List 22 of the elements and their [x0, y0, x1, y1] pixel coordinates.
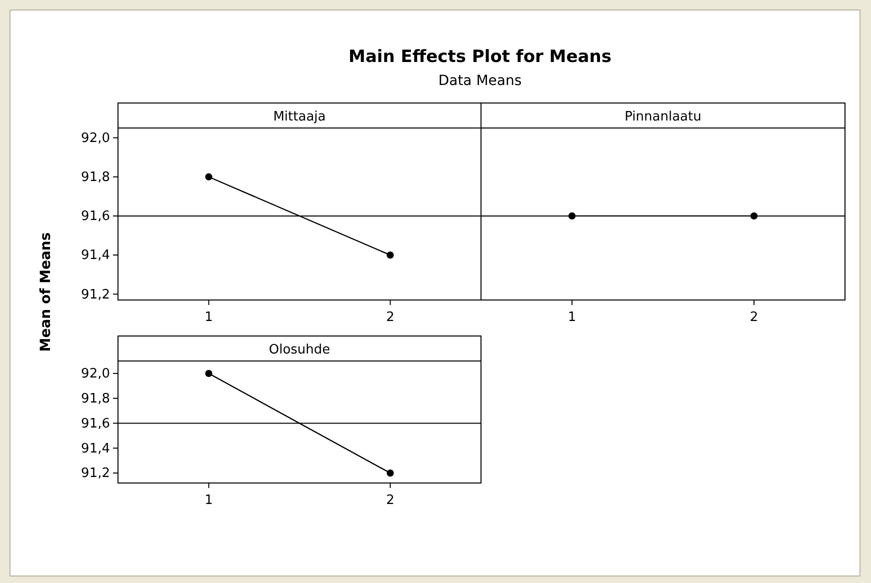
y-tick-label: 91,2 — [81, 287, 110, 302]
y-tick-label: 91,8 — [81, 170, 110, 186]
x-tick-label: 1 — [568, 310, 576, 325]
x-tick-label: 1 — [204, 493, 213, 508]
x-axis-title: Olosuhde — [268, 342, 330, 358]
x-tick-label: 2 — [750, 310, 758, 325]
x-tick-label: 1 — [204, 310, 213, 325]
x-tick-label: 2 — [386, 310, 394, 325]
x-axis-title: Mittaaja — [273, 110, 326, 124]
y-tick-label: 91,2 — [81, 466, 110, 482]
y-tick-label: 92,0 — [81, 366, 110, 382]
y-tick-label: 91,4 — [81, 441, 110, 456]
y-axis-title: Mean of Means — [38, 232, 54, 352]
y-tick-label: 92,0 — [81, 130, 110, 146]
chart-title: Main Effects Plot for Means — [348, 47, 612, 67]
y-tick-label: 91,4 — [81, 248, 110, 264]
y-tick-label: 91,6 — [81, 209, 110, 224]
y-tick-label: 91,8 — [81, 392, 110, 407]
chart-subtitle: Data Means — [438, 73, 522, 89]
y-tick-label: 91,6 — [81, 416, 110, 432]
x-tick-label: 2 — [386, 493, 394, 508]
x-axis-title: Pinnanlaatu — [624, 110, 702, 124]
